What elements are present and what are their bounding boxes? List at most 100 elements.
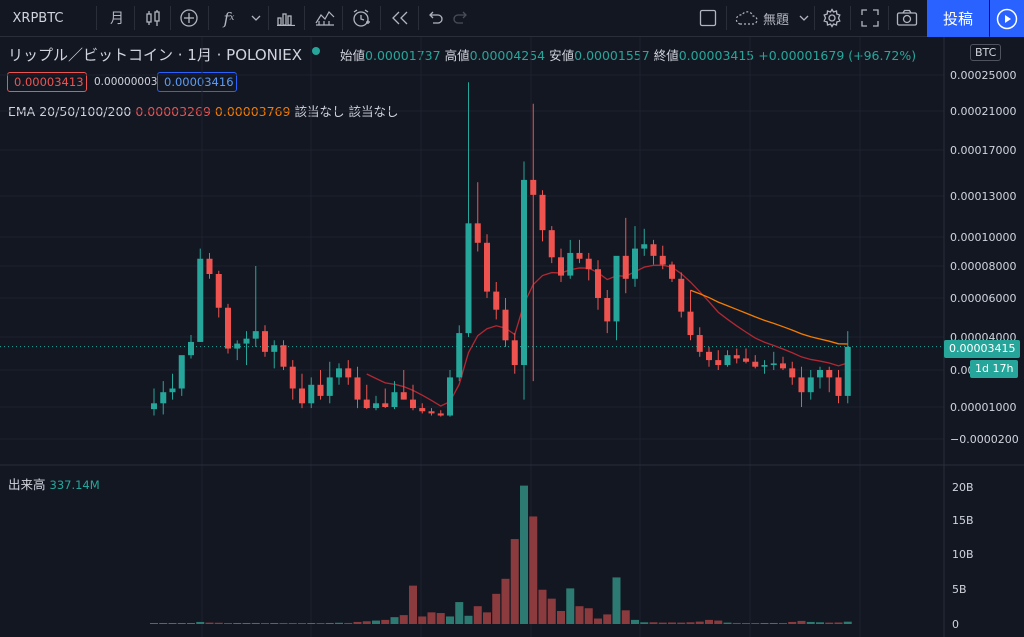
ema-lines bbox=[366, 264, 848, 407]
volume-bar bbox=[612, 577, 621, 624]
toolbar-divider bbox=[814, 6, 815, 30]
volume-bar bbox=[177, 623, 186, 624]
symbol-search[interactable]: XRPBTC bbox=[12, 10, 64, 26]
candle-body bbox=[363, 399, 370, 409]
chart-grid bbox=[0, 37, 1024, 637]
cloud-save-icon[interactable] bbox=[732, 0, 760, 36]
volume-bar bbox=[538, 589, 547, 624]
volume-bar bbox=[705, 619, 713, 624]
price-axis-label: 0.00013000 bbox=[950, 190, 1016, 203]
volume-bar bbox=[520, 485, 528, 624]
toolbar-divider bbox=[342, 6, 343, 30]
volume-bar bbox=[501, 578, 510, 624]
toolbar-divider bbox=[208, 6, 209, 30]
candle-body bbox=[780, 363, 786, 369]
volume-bar bbox=[806, 621, 815, 624]
interval-selector[interactable]: 月 bbox=[110, 11, 124, 27]
candle-body bbox=[752, 361, 759, 367]
snapshot-camera-icon[interactable] bbox=[894, 0, 920, 36]
redo-icon[interactable] bbox=[450, 0, 472, 36]
candle-body bbox=[632, 248, 638, 279]
candle-body bbox=[770, 363, 777, 366]
candle-body bbox=[539, 194, 546, 231]
chevron-down-icon[interactable] bbox=[796, 0, 812, 36]
volume-bar bbox=[510, 539, 519, 624]
candle-body bbox=[169, 388, 176, 393]
price-axis-label: −0.0000200 bbox=[950, 433, 1019, 446]
candle-body bbox=[262, 331, 268, 352]
toolbar-divider bbox=[726, 6, 727, 30]
candle-body bbox=[595, 269, 601, 298]
publish-button[interactable]: 投稿 bbox=[927, 0, 989, 37]
undo-icon[interactable] bbox=[424, 0, 446, 36]
candle-body bbox=[558, 257, 564, 276]
candle-body bbox=[789, 368, 796, 378]
low-label: 安値 bbox=[549, 48, 575, 63]
close-value: 0.00003415 bbox=[678, 48, 755, 63]
financials-bar-icon[interactable] bbox=[274, 0, 298, 36]
candle-body bbox=[761, 365, 768, 367]
chart-title: リップル／ビットコイン · 1月 · POLONIEX bbox=[8, 46, 303, 64]
candle-body bbox=[585, 258, 592, 270]
candle-body bbox=[733, 355, 740, 359]
price-axis-label: 0.00001000 bbox=[950, 401, 1016, 414]
volume-bar bbox=[335, 622, 343, 624]
volume-bar bbox=[242, 623, 251, 624]
chart-name[interactable]: 無題 bbox=[762, 12, 789, 28]
sell-price-box[interactable]: 0.00003413 bbox=[7, 72, 87, 92]
chevron-down-icon[interactable] bbox=[248, 0, 264, 36]
candle-body bbox=[280, 345, 287, 367]
volume-bar bbox=[751, 623, 760, 624]
ema50-line bbox=[690, 289, 848, 345]
fullscreen-icon[interactable] bbox=[858, 0, 882, 36]
volume-bar bbox=[742, 623, 750, 624]
volume-bar bbox=[261, 623, 269, 624]
volume-bar bbox=[168, 623, 177, 624]
settings-gear-icon[interactable] bbox=[820, 0, 844, 36]
toolbar-divider bbox=[268, 6, 269, 30]
candle-body bbox=[410, 399, 416, 409]
volume-bar bbox=[436, 613, 445, 624]
volume-bar bbox=[427, 612, 436, 624]
candle-body bbox=[576, 252, 583, 259]
buy-price-box[interactable]: 0.00003416 bbox=[157, 72, 237, 92]
toolbar-divider bbox=[170, 6, 171, 30]
volume-bar bbox=[843, 621, 852, 624]
volume-bar bbox=[566, 588, 575, 624]
volume-legend: 出来高 337.14M bbox=[8, 474, 100, 493]
candle-body bbox=[669, 264, 675, 279]
volume-bar bbox=[816, 622, 824, 624]
layout-square-icon[interactable] bbox=[696, 0, 720, 36]
price-chart[interactable]: 0.00025000 0.00021000 0.00017000 0.00013000… bbox=[0, 37, 1024, 637]
candle-body bbox=[160, 392, 167, 404]
volume-bar bbox=[769, 622, 778, 624]
candle-body bbox=[336, 368, 342, 378]
candle-body bbox=[419, 408, 426, 412]
bar-countdown: 1d 17h bbox=[970, 360, 1019, 378]
high-label: 高値 bbox=[444, 48, 470, 63]
alert-clock-icon[interactable] bbox=[348, 0, 374, 36]
candle-body bbox=[456, 333, 463, 378]
candle-body bbox=[447, 377, 453, 416]
toolbar-divider bbox=[96, 6, 97, 30]
candle-body bbox=[650, 244, 657, 256]
volume-bar bbox=[362, 621, 371, 624]
candle-body bbox=[502, 309, 509, 341]
volume-bar bbox=[205, 622, 214, 624]
templates-chart-icon[interactable] bbox=[312, 0, 338, 36]
volume-bar bbox=[603, 614, 612, 624]
chart-type-candles-icon[interactable] bbox=[140, 0, 166, 36]
candle-body bbox=[428, 411, 435, 414]
candle-body bbox=[234, 343, 241, 349]
compare-add-icon[interactable] bbox=[176, 0, 202, 36]
volume-bar bbox=[196, 621, 205, 624]
candle-body bbox=[817, 370, 823, 378]
volume-bar bbox=[677, 622, 686, 624]
volume-bar bbox=[446, 616, 454, 624]
volume-bars bbox=[150, 485, 852, 624]
play-icon[interactable] bbox=[990, 0, 1024, 37]
price-axis-label: 0.00017000 bbox=[950, 144, 1016, 157]
replay-rewind-icon[interactable] bbox=[388, 0, 412, 36]
